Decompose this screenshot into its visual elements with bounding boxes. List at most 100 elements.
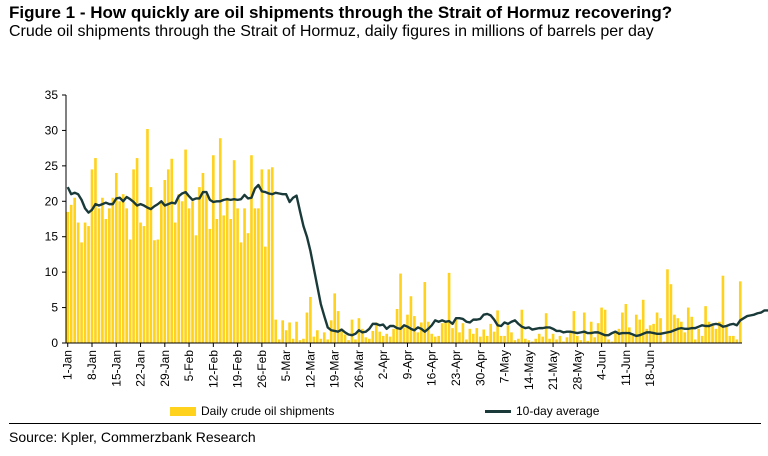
- bar: [118, 201, 122, 343]
- bar: [579, 340, 583, 343]
- bar: [267, 169, 271, 343]
- bar: [572, 311, 576, 343]
- bar: [281, 320, 284, 343]
- bar: [302, 338, 305, 343]
- bar: [166, 169, 170, 343]
- bar: [714, 328, 718, 343]
- x-tick-label: 9-Apr: [401, 350, 415, 379]
- x-tick-label: 5-Mar: [279, 350, 293, 381]
- bar: [274, 319, 278, 343]
- x-tick-label: 26-Feb: [255, 350, 269, 388]
- y-tick-label: 0: [51, 336, 58, 350]
- bar: [468, 328, 472, 343]
- bar: [333, 293, 336, 343]
- bar: [718, 321, 721, 343]
- bar: [482, 329, 486, 343]
- footer-rule: [9, 423, 761, 424]
- bar: [153, 240, 156, 343]
- bar: [576, 335, 579, 343]
- x-tick-label: 22-Jan: [134, 350, 148, 387]
- bar: [180, 201, 184, 343]
- bar: [420, 322, 423, 343]
- bar: [735, 339, 739, 343]
- legend-line-label: 10-day average: [516, 404, 600, 418]
- x-tick-label: 12-Feb: [206, 350, 220, 388]
- bar: [485, 335, 489, 343]
- bar: [229, 219, 232, 343]
- bar: [291, 338, 295, 343]
- bar: [634, 314, 638, 343]
- bar: [555, 339, 558, 343]
- bar: [170, 158, 174, 343]
- bar: [558, 335, 562, 343]
- bar: [232, 160, 236, 343]
- bar: [336, 311, 340, 343]
- bar: [114, 172, 118, 343]
- bar: [537, 333, 541, 343]
- bar: [295, 321, 298, 343]
- bar: [669, 284, 673, 343]
- bar: [451, 328, 454, 343]
- bar: [621, 312, 624, 343]
- bar: [517, 338, 520, 343]
- bar: [406, 314, 409, 343]
- bar: [132, 169, 135, 343]
- bar: [506, 325, 510, 343]
- bar: [236, 208, 239, 343]
- chart-subtitle: Crude oil shipments through the Strait o…: [9, 23, 654, 40]
- bar: [368, 338, 371, 343]
- bar: [298, 340, 302, 343]
- x-tick-label: 16-Apr: [425, 350, 439, 386]
- source-note: Source: Kpler, Commerzbank Research: [9, 429, 256, 445]
- bar: [264, 246, 267, 343]
- bar: [461, 323, 465, 343]
- bar: [104, 219, 108, 343]
- x-tick-label: 11-Jun: [619, 350, 633, 386]
- series-line-10-day-average: [66, 183, 768, 338]
- bar: [253, 208, 257, 343]
- bar: [738, 281, 742, 343]
- bar: [156, 239, 160, 343]
- bar: [121, 194, 125, 343]
- bar: [288, 322, 291, 343]
- bar: [551, 333, 555, 343]
- bar: [655, 312, 659, 343]
- bar: [142, 226, 146, 343]
- bar: [600, 307, 603, 343]
- bar: [603, 309, 607, 343]
- bar: [711, 325, 714, 343]
- bar: [260, 169, 264, 343]
- bar: [693, 339, 697, 343]
- y-tick-label: 5: [51, 301, 58, 315]
- bar: [725, 325, 728, 343]
- bar: [94, 158, 97, 343]
- bar: [524, 338, 527, 343]
- bar: [205, 194, 208, 343]
- bar: [631, 335, 635, 343]
- bar: [700, 335, 704, 343]
- x-tick-label: 4-Jun: [595, 350, 609, 380]
- bar: [472, 333, 475, 343]
- bar: [361, 328, 364, 343]
- bar: [97, 208, 101, 343]
- bar: [683, 332, 687, 343]
- bar: [458, 332, 461, 343]
- bar: [416, 332, 420, 343]
- bar: [548, 338, 551, 343]
- bar: [149, 187, 153, 343]
- x-tick-label: 19-Mar: [328, 350, 342, 388]
- bar: [499, 335, 503, 343]
- bar: [721, 275, 725, 343]
- bar: [270, 167, 274, 343]
- bar: [225, 197, 229, 343]
- bar: [381, 335, 385, 343]
- bar: [562, 341, 565, 343]
- bar: [440, 323, 444, 343]
- x-tick-label: 7-May: [498, 350, 512, 383]
- bar: [350, 319, 354, 343]
- y-tick-label: 15: [45, 230, 59, 244]
- bar: [128, 239, 132, 343]
- bar: [257, 208, 260, 343]
- bar: [492, 331, 496, 343]
- bar: [212, 155, 215, 343]
